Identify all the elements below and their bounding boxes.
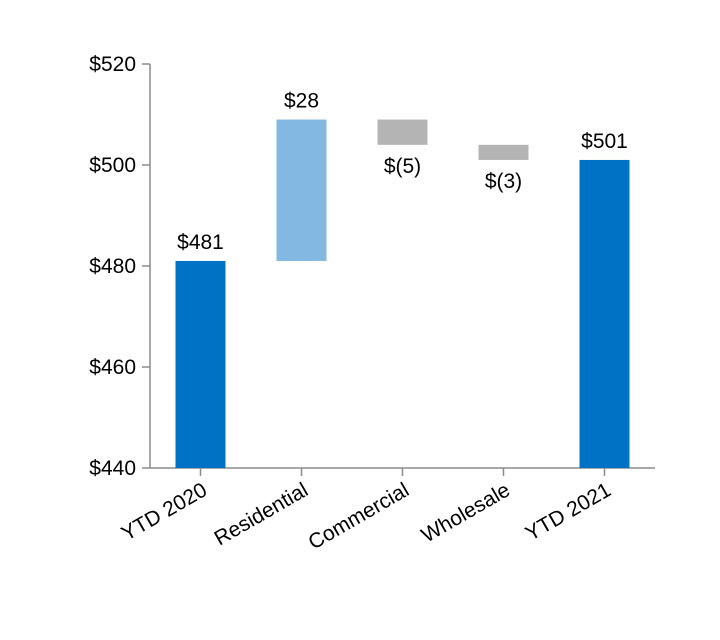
data-label: $481 (177, 231, 224, 254)
y-tick-label: $460 (89, 356, 136, 379)
data-label: $(5) (384, 155, 421, 178)
x-category-label: Residential (211, 478, 312, 550)
y-tick-label: $500 (89, 154, 136, 177)
data-label-group: $481 $28 $(5) $(3) $501 (177, 90, 628, 254)
y-tick-label: $520 (89, 53, 136, 76)
x-category-label: YTD 2020 (118, 478, 211, 545)
y-axis: $440 $460 $480 $500 $520 (89, 53, 150, 480)
data-label: $28 (284, 90, 319, 113)
data-label: $(3) (485, 170, 522, 193)
bar-commercial (378, 120, 428, 145)
x-category-label: Commercial (304, 478, 413, 554)
x-category-label: YTD 2021 (522, 478, 615, 545)
bar-ytd-2021 (580, 160, 630, 468)
y-tick-label: $480 (89, 255, 136, 278)
x-category-label: Wholesale (418, 478, 514, 547)
y-tick-label: $440 (89, 457, 136, 480)
bar-ytd-2020 (176, 261, 226, 468)
bar-residential (277, 120, 327, 261)
chart-canvas: $440 $460 $480 $500 $520 YTD 2020 Residential… (0, 0, 720, 640)
bar-wholesale (479, 145, 529, 160)
data-label: $501 (581, 130, 628, 153)
waterfall-chart: $440 $460 $480 $500 $520 YTD 2020 Residential… (0, 0, 720, 640)
